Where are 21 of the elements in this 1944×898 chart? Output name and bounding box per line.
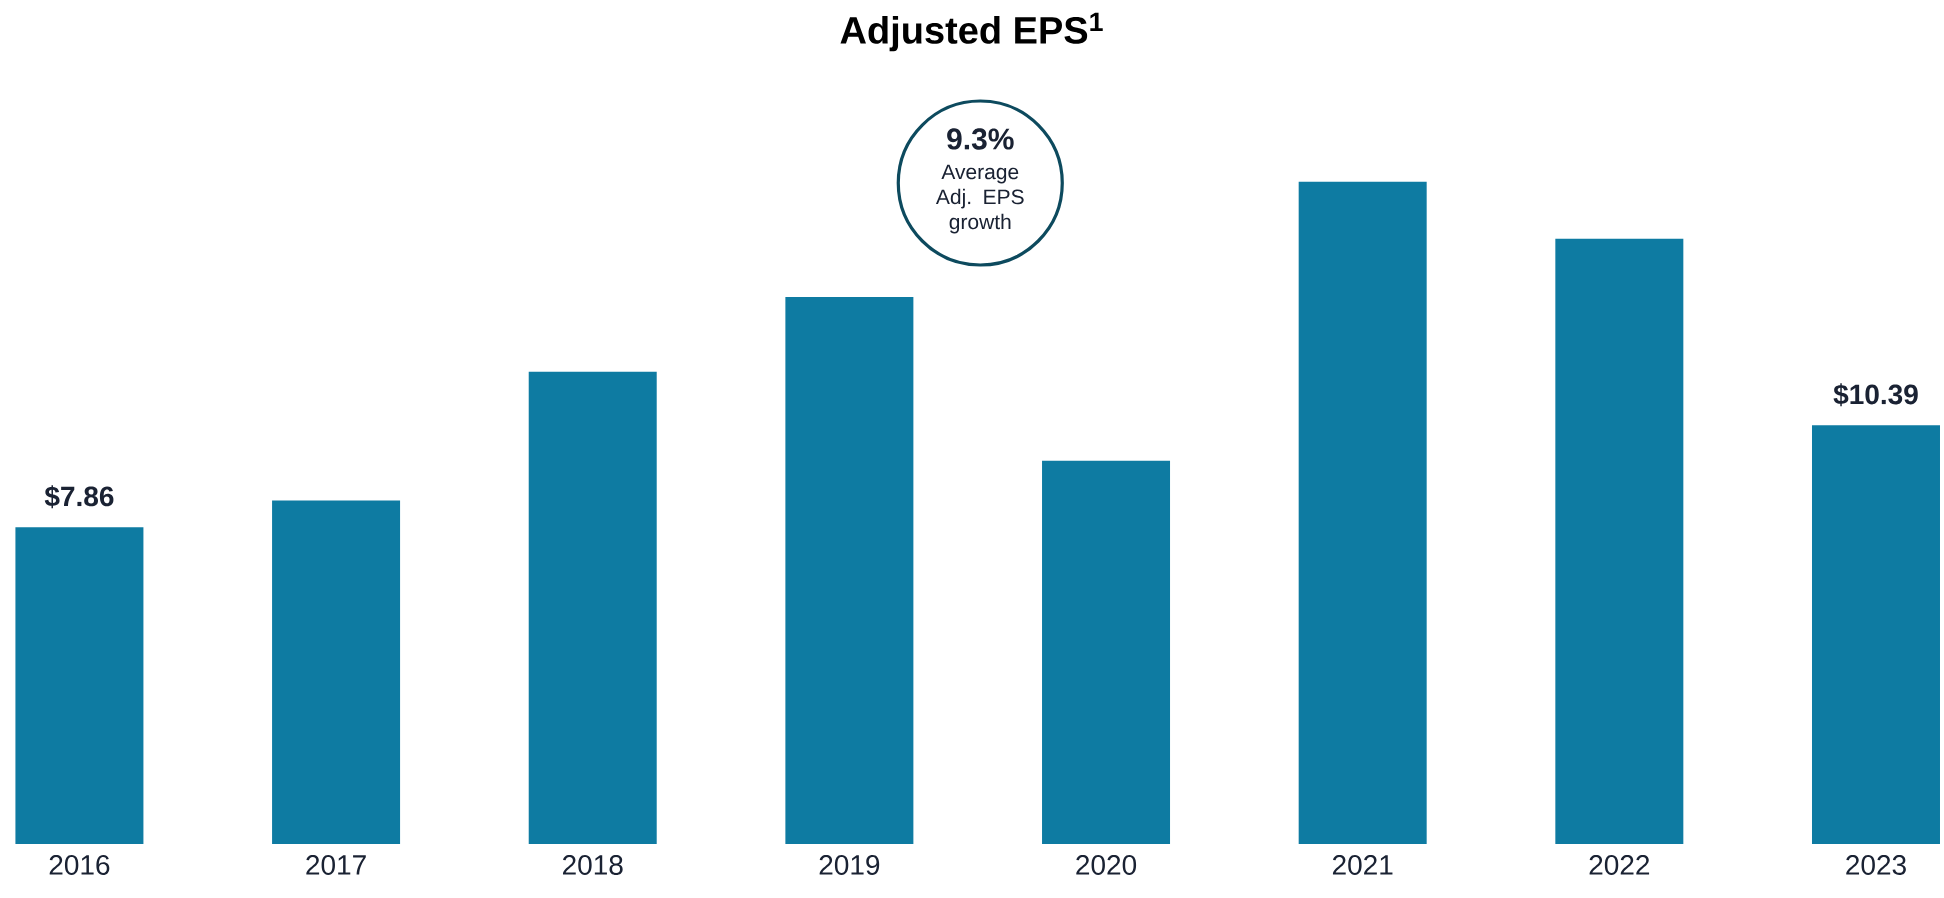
x-tick-label: 2016 bbox=[49, 855, 110, 875]
x-tick-label: 2017 bbox=[306, 855, 366, 875]
chart-title: Adjusted EPS$^{1}$ bbox=[840, 12, 1103, 52]
bar bbox=[1555, 238, 1684, 844]
data-label: $10.39 bbox=[1833, 383, 1918, 407]
bar bbox=[1811, 425, 1940, 844]
bar bbox=[785, 297, 914, 844]
bar bbox=[528, 371, 657, 844]
x-tick-label: 2023 bbox=[1846, 855, 1906, 875]
bar bbox=[272, 500, 401, 844]
data-label: $7.86 bbox=[44, 485, 114, 509]
x-tick-label: 2021 bbox=[1332, 855, 1393, 875]
x-tick-label: 2019 bbox=[819, 855, 880, 875]
x-tick-label: 2018 bbox=[562, 855, 623, 875]
bar bbox=[1298, 181, 1427, 844]
x-tick-label: 2020 bbox=[1076, 855, 1137, 875]
text: 9.3% bbox=[947, 128, 1014, 150]
annotation: Average Adj. EPS growth bbox=[935, 164, 1024, 234]
bar bbox=[1042, 460, 1171, 844]
bar bbox=[15, 527, 144, 844]
x-tick-label: 2022 bbox=[1589, 855, 1650, 875]
